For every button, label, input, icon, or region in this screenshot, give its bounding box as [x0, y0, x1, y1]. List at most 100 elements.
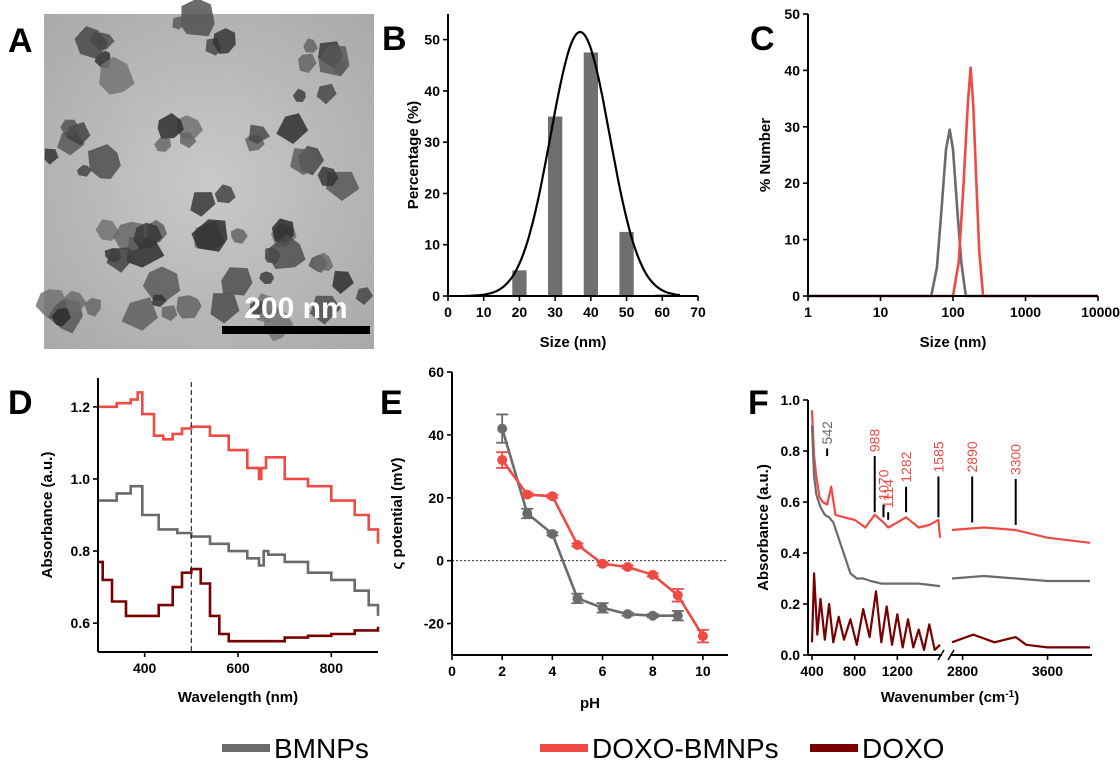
tem-image [44, 14, 374, 349]
tem-particle [214, 184, 236, 204]
y-tick-label: 20 [424, 185, 440, 201]
tem-particle [318, 44, 350, 77]
histogram-bar [619, 231, 634, 296]
tem-particle [176, 295, 202, 319]
series-line [98, 560, 380, 643]
y-tick-label: 30 [424, 134, 440, 150]
tem-particle [332, 270, 354, 294]
peak-label: 1070 [875, 469, 891, 500]
tem-particle [212, 28, 236, 54]
data-point [672, 590, 683, 601]
tem-particle [142, 266, 181, 302]
y-axis-label: % Number [757, 118, 774, 192]
data-point [572, 593, 583, 604]
data-point [597, 558, 608, 569]
tem-particle [60, 119, 81, 137]
tem-particle [249, 300, 264, 317]
x-tick-label: 40 [583, 304, 599, 320]
legend: BMNPs DOXO-BMNPs DOXO [222, 733, 944, 764]
x-axis-label: Size (nm) [540, 334, 607, 351]
y-tick-label: 0.8 [71, 543, 91, 559]
tem-particle [210, 293, 240, 324]
y-tick-label: 30 [784, 119, 800, 135]
y-tick-label: 40 [428, 427, 444, 443]
tem-particle [290, 148, 319, 176]
data-point [597, 602, 608, 613]
peak-label: 2890 [964, 441, 980, 472]
y-tick-label: 0 [792, 288, 800, 304]
x-tick-label: 100 [941, 304, 965, 320]
axis-break-mark [947, 649, 955, 661]
panel-letter-d: D [8, 384, 33, 422]
y-tick-label: 0.6 [781, 494, 801, 510]
series-line [500, 428, 678, 617]
data-point [572, 539, 583, 550]
axis-break-mark [937, 649, 945, 661]
x-tick-label: 10 [873, 304, 889, 320]
tem-particle [89, 31, 105, 46]
data-point [497, 423, 508, 434]
tem-particle [230, 228, 248, 244]
tem-particle [316, 83, 337, 105]
x-tick-label: 10 [695, 663, 711, 679]
tem-particle [259, 271, 274, 285]
tem-particle [84, 297, 101, 317]
scale-bar-label: 200 nm [244, 292, 347, 325]
tem-particle [157, 113, 184, 140]
tem-particle [310, 295, 341, 325]
peak-label: 1585 [930, 441, 946, 472]
y-tick-label: 0.6 [71, 615, 91, 631]
x-axis-label-sup: -1 [1005, 689, 1014, 700]
x-tick-label: 3600 [1032, 663, 1063, 679]
x-axis-label: Size (nm) [920, 334, 987, 351]
peak-label: 1114 [880, 479, 896, 508]
x-tick-label: 1200 [882, 663, 913, 679]
tem-particle [298, 53, 317, 73]
tem-particle [95, 219, 120, 241]
tem-particle [181, 0, 215, 37]
x-tick-label: 8 [649, 663, 657, 679]
tem-particle [63, 290, 87, 312]
panel-letter-a: A [8, 22, 33, 60]
y-tick-label: 50 [784, 6, 800, 22]
x-axis-label: Wavenumber (cm-1) [881, 689, 1019, 707]
y-tick-label: 1.0 [71, 471, 91, 487]
y-tick-label: 60 [428, 364, 444, 380]
histogram-bar [583, 52, 598, 296]
tem-particle [51, 307, 71, 327]
x-tick-label: 1 [804, 304, 812, 320]
x-tick-label: 600 [226, 660, 250, 676]
legend-label: DOXO [862, 733, 944, 764]
tem-particle [190, 192, 216, 217]
series-line [808, 128, 1098, 298]
x-tick-label: 400 [133, 660, 157, 676]
tem-particle [221, 267, 253, 296]
y-tick-label: 20 [784, 175, 800, 191]
panel-c: 1 10 100 1000 10000 0 10 20 30 40 50 Size (nm) % Num… [750, 6, 1120, 351]
panel-a: 200 nm A [8, 0, 374, 349]
data-point [672, 610, 683, 621]
tem-particle [248, 124, 270, 144]
histogram-bar [512, 270, 527, 296]
tem-particle [276, 113, 309, 144]
y-tick-label: 0.0 [781, 647, 801, 663]
data-point [622, 609, 633, 620]
scale-bar [222, 326, 370, 334]
x-axis-label: Wavelength (nm) [178, 689, 298, 706]
series-line [98, 484, 380, 616]
data-point [522, 508, 533, 519]
y-tick-label: 20 [428, 490, 444, 506]
x-tick-label: 800 [320, 660, 344, 676]
x-tick-label: 0 [444, 304, 452, 320]
x-tick-label: 30 [547, 304, 563, 320]
y-axis-label: ς potential (mV) [389, 458, 406, 570]
series-line [808, 66, 1098, 298]
x-tick-label: 4 [548, 663, 556, 679]
x-axis-label-text: Wavenumber (cm [881, 689, 1005, 706]
panel-letter-b: B [382, 20, 407, 58]
y-tick-label: 10 [424, 237, 440, 253]
tem-particle [180, 132, 197, 149]
y-tick-label: 40 [784, 62, 800, 78]
data-point [522, 489, 533, 500]
data-point [647, 569, 658, 580]
